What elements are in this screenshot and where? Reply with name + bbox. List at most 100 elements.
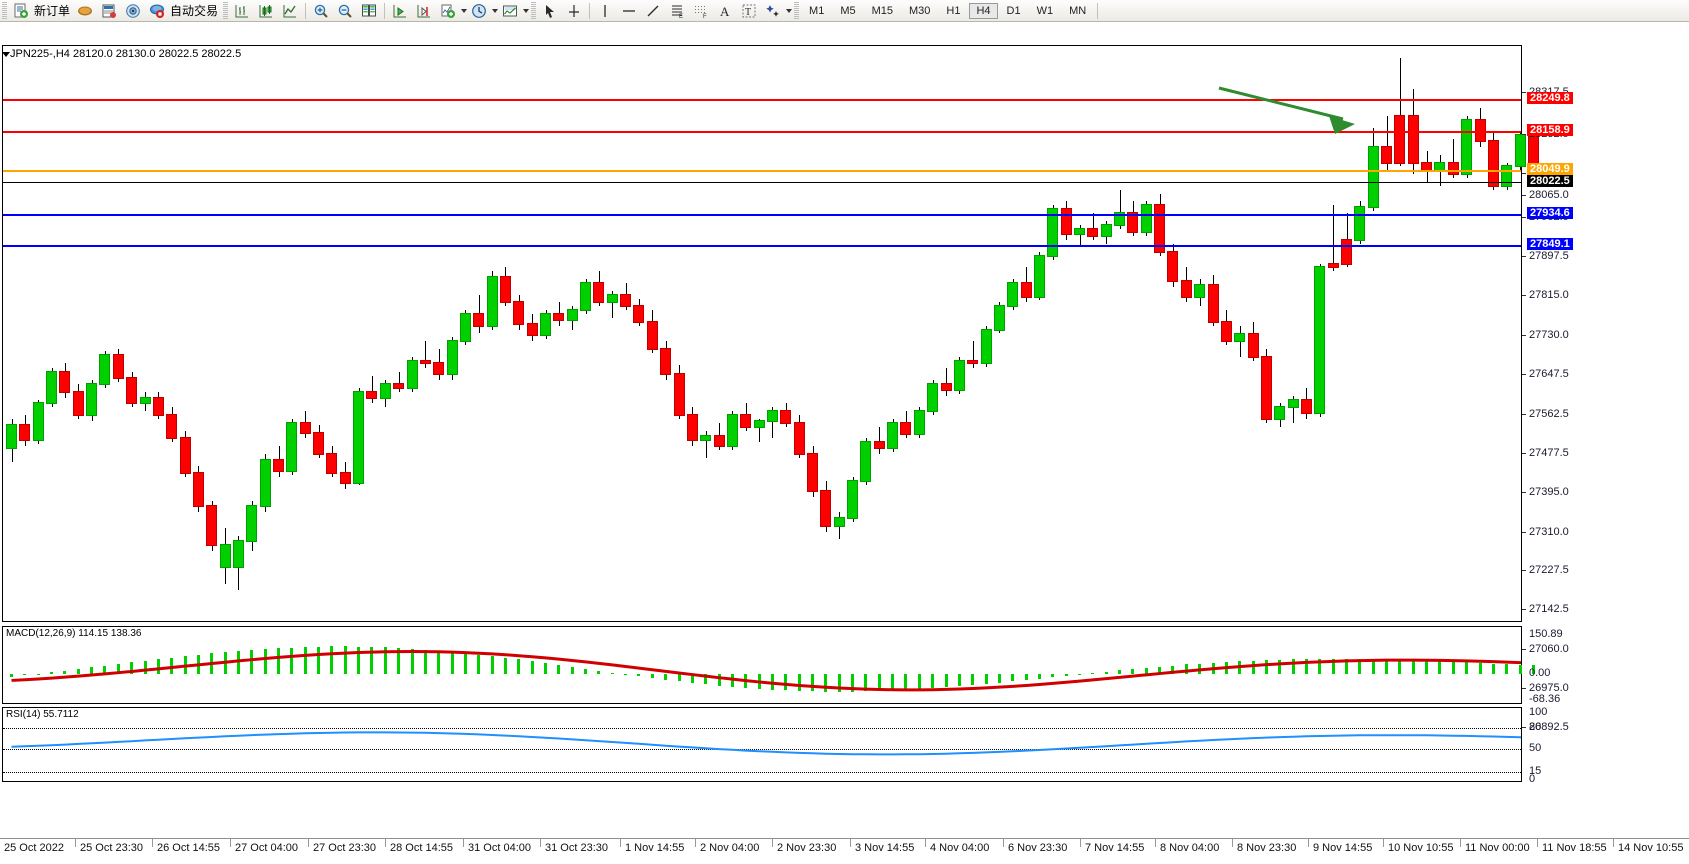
symbol-dropdown-caret[interactable] — [2, 52, 10, 57]
price-scale[interactable]: 28317.528232.528150.028065.027982.527897… — [1522, 45, 1689, 785]
toolbar-grip-4[interactable] — [794, 1, 800, 20]
level-line-support-upper[interactable] — [3, 214, 1521, 216]
time-tick — [463, 839, 464, 847]
text-icon[interactable]: A — [713, 1, 737, 21]
candlestick-chart-icon[interactable] — [254, 1, 278, 21]
chart-area[interactable]: JPN225-,H4 28120.0 28130.0 28022.5 28022… — [0, 22, 1689, 863]
macd-bar — [477, 654, 481, 674]
macd-bar — [10, 674, 13, 677]
rsi-pane[interactable]: RSI(14) 55.7112 — [2, 707, 1522, 782]
time-tick — [1155, 839, 1156, 847]
macd-bar — [170, 657, 174, 674]
macd-bar — [330, 646, 334, 674]
timeframe-mn[interactable]: MN — [1069, 4, 1087, 17]
downtrend-arrow-annotation[interactable] — [3, 46, 1523, 623]
add-indicator-icon[interactable] — [436, 1, 460, 21]
cursor-icon[interactable] — [538, 1, 562, 21]
candle-body — [860, 441, 872, 483]
fibonacci-icon[interactable]: E — [665, 1, 689, 21]
macd-pane[interactable]: MACD(12,26,9) 114.15 138.36 — [2, 626, 1535, 704]
navigator-icon[interactable] — [121, 1, 145, 21]
horizontal-line-icon[interactable] — [617, 1, 641, 21]
auto-scroll-icon[interactable] — [412, 1, 436, 21]
new-order-button[interactable] — [9, 1, 33, 21]
candle-body — [206, 505, 218, 547]
price-badge-current-price[interactable]: 28022.5 — [1527, 175, 1573, 187]
toolbar-grip-3[interactable] — [531, 1, 537, 20]
new-order-label: 新订单 — [34, 4, 71, 18]
market-watch-icon[interactable] — [97, 1, 121, 21]
macd-bar — [811, 674, 814, 692]
macd-bar — [423, 649, 427, 674]
candle-body — [1367, 145, 1379, 209]
time-axis-label: 27 Oct 23:30 — [313, 842, 376, 854]
timeframe-m1[interactable]: M1 — [809, 4, 825, 17]
shapes-icon[interactable] — [761, 1, 785, 21]
rsi-level — [3, 728, 1521, 729]
time-axis-label: 6 Nov 23:30 — [1008, 842, 1068, 854]
price-badge-support-upper[interactable]: 27934.6 — [1527, 207, 1573, 219]
price-badge-resistance-upper[interactable]: 28249.8 — [1527, 92, 1573, 104]
level-line-support-lower[interactable] — [3, 245, 1521, 247]
price-badge-resistance-lower[interactable]: 28158.9 — [1527, 124, 1573, 136]
macd-bar — [917, 674, 921, 690]
price-pane[interactable] — [2, 45, 1539, 623]
price-tick — [1522, 688, 1526, 689]
price-tick-label: 26975.0 — [1529, 682, 1569, 694]
vertical-line-icon[interactable] — [593, 1, 617, 21]
macd-bar — [1345, 659, 1348, 674]
chart-shift-icon[interactable] — [388, 1, 412, 21]
equidistant-channel-icon[interactable]: F — [689, 1, 713, 21]
level-line-current-price[interactable] — [3, 182, 1521, 183]
toolbar-grip[interactable] — [2, 1, 7, 20]
level-line-resistance-upper[interactable] — [3, 99, 1521, 101]
candle-wick — [705, 430, 707, 458]
macd-bar — [1505, 664, 1509, 674]
chevron-down-icon-4[interactable] — [786, 8, 793, 13]
time-axis[interactable]: 25 Oct 2022 25 Oct 23:30 26 Oct 14:55 27 Oc… — [0, 838, 1689, 864]
price-badge-support-lower[interactable]: 27849.1 — [1527, 238, 1573, 250]
macd-bar — [997, 674, 1001, 683]
svg-text:F: F — [703, 14, 707, 19]
timeframe-h4[interactable]: H4 — [969, 2, 998, 19]
time-axis-label: 2 Nov 04:00 — [700, 842, 760, 854]
chevron-down-icon-2[interactable] — [492, 8, 499, 13]
templates-icon[interactable] — [498, 1, 522, 21]
level-line-resistance-lower[interactable] — [3, 131, 1521, 133]
macd-bar — [544, 663, 547, 674]
time-tick — [1003, 839, 1004, 847]
candle-body — [1260, 355, 1272, 420]
time-axis-label: 14 Nov 10:55 — [1618, 842, 1684, 854]
candle-body — [753, 419, 765, 428]
time-axis-label: 25 Oct 2022 — [4, 842, 64, 854]
time-axis-label: 7 Nov 14:55 — [1085, 842, 1145, 854]
chevron-down-icon[interactable] — [461, 8, 468, 13]
data-window-icon[interactable] — [73, 1, 97, 21]
zoom-out-icon[interactable] — [333, 1, 357, 21]
auto-trading-icon[interactable] — [145, 1, 169, 21]
line-chart-icon[interactable] — [278, 1, 302, 21]
crosshair-icon[interactable] — [562, 1, 586, 21]
level-line-pivot-line[interactable] — [3, 170, 1521, 172]
timeframe-m5[interactable]: M5 — [840, 4, 856, 17]
candle-body — [780, 410, 792, 424]
tile-windows-icon[interactable] — [357, 1, 381, 21]
bar-chart-icon[interactable] — [230, 1, 254, 21]
candle-body — [833, 517, 845, 527]
zoom-in-icon[interactable] — [309, 1, 333, 21]
timeframe-d1[interactable]: D1 — [1006, 4, 1021, 17]
timeframe-m30[interactable]: M30 — [909, 4, 931, 17]
candle-body — [1033, 254, 1045, 298]
timeframe-w1[interactable]: W1 — [1036, 4, 1054, 17]
candle-body — [19, 423, 31, 442]
trendline-icon[interactable] — [641, 1, 665, 21]
candle-body — [486, 276, 498, 327]
chevron-down-icon-3[interactable] — [523, 8, 530, 13]
price-badge-pivot-line[interactable]: 28049.9 — [1527, 163, 1573, 175]
toolbar-grip-2[interactable] — [223, 1, 229, 20]
period-icon[interactable] — [467, 1, 491, 21]
text-label-icon[interactable]: T — [737, 1, 761, 21]
timeframe-m15[interactable]: M15 — [871, 4, 893, 17]
macd-signal-line — [11, 650, 1521, 692]
timeframe-h1[interactable]: H1 — [946, 4, 961, 17]
